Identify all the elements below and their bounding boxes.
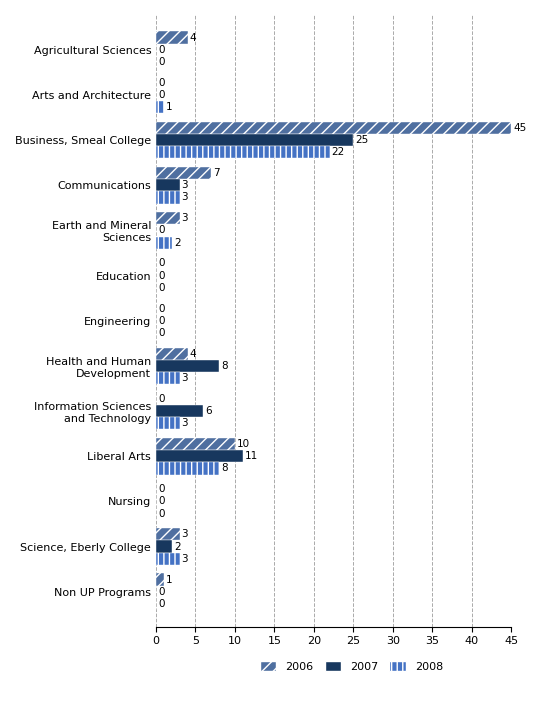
Text: 0: 0	[158, 508, 164, 518]
Text: 3: 3	[182, 529, 188, 539]
Bar	[156, 360, 219, 372]
Text: 3: 3	[182, 554, 188, 564]
Text: 25: 25	[356, 135, 369, 145]
Text: 0: 0	[158, 328, 164, 338]
Bar	[156, 372, 180, 384]
Text: 3: 3	[182, 418, 188, 428]
Bar	[156, 179, 180, 191]
Text: 7: 7	[213, 168, 220, 178]
Text: 10: 10	[237, 439, 250, 449]
Text: 0: 0	[158, 258, 164, 268]
Text: 8: 8	[221, 463, 228, 473]
Text: 45: 45	[513, 123, 527, 133]
Text: 6: 6	[205, 406, 212, 416]
Bar	[156, 540, 172, 553]
Text: 22: 22	[332, 147, 345, 157]
Text: 0: 0	[158, 316, 164, 326]
Text: 3: 3	[182, 193, 188, 203]
Bar	[156, 450, 243, 463]
Text: 0: 0	[158, 271, 164, 281]
Bar	[156, 528, 180, 540]
Text: 2: 2	[174, 238, 180, 248]
Text: 0: 0	[158, 484, 164, 494]
Bar	[156, 134, 353, 146]
Text: 1: 1	[166, 102, 172, 112]
Bar	[156, 417, 180, 429]
Bar	[156, 573, 164, 585]
Text: 0: 0	[158, 496, 164, 506]
Bar	[156, 101, 164, 114]
Text: 0: 0	[158, 226, 164, 236]
Bar	[156, 405, 203, 417]
Text: 0: 0	[158, 45, 164, 55]
Text: 11: 11	[245, 451, 258, 461]
Text: 0: 0	[158, 303, 164, 313]
Text: 0: 0	[158, 78, 164, 88]
Legend: 2006, 2007, 2008: 2006, 2007, 2008	[255, 656, 448, 676]
Text: 0: 0	[158, 283, 164, 293]
Text: 3: 3	[182, 373, 188, 383]
Bar	[156, 348, 188, 360]
Text: 1: 1	[166, 575, 172, 585]
Text: 3: 3	[182, 180, 188, 190]
Text: 0: 0	[158, 57, 164, 67]
Text: 8: 8	[221, 361, 228, 371]
Bar	[156, 167, 211, 179]
Bar	[156, 146, 330, 159]
Text: 4: 4	[190, 348, 196, 358]
Text: 0: 0	[158, 90, 164, 100]
Bar	[156, 31, 188, 44]
Text: 4: 4	[190, 33, 196, 43]
Bar	[156, 191, 180, 203]
Text: 0: 0	[158, 394, 164, 404]
Bar	[156, 553, 180, 565]
Bar	[156, 463, 219, 475]
Text: 2: 2	[174, 542, 180, 552]
Bar	[156, 212, 180, 224]
Text: 3: 3	[182, 213, 188, 223]
Text: 0: 0	[158, 599, 164, 609]
Bar	[156, 122, 512, 134]
Text: 0: 0	[158, 587, 164, 597]
Bar	[156, 438, 235, 450]
Bar	[156, 236, 172, 248]
